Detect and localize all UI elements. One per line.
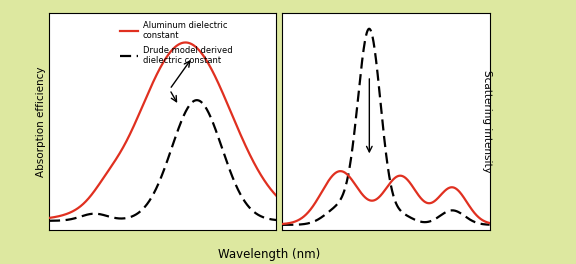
Y-axis label: Scattering intensity: Scattering intensity — [482, 70, 492, 173]
Text: Wavelength (nm): Wavelength (nm) — [218, 248, 320, 261]
Legend: Aluminum dielectric
constant, Drude model derived
dielectric constant: Aluminum dielectric constant, Drude mode… — [117, 17, 236, 69]
Y-axis label: Absorption efficiency: Absorption efficiency — [36, 66, 46, 177]
